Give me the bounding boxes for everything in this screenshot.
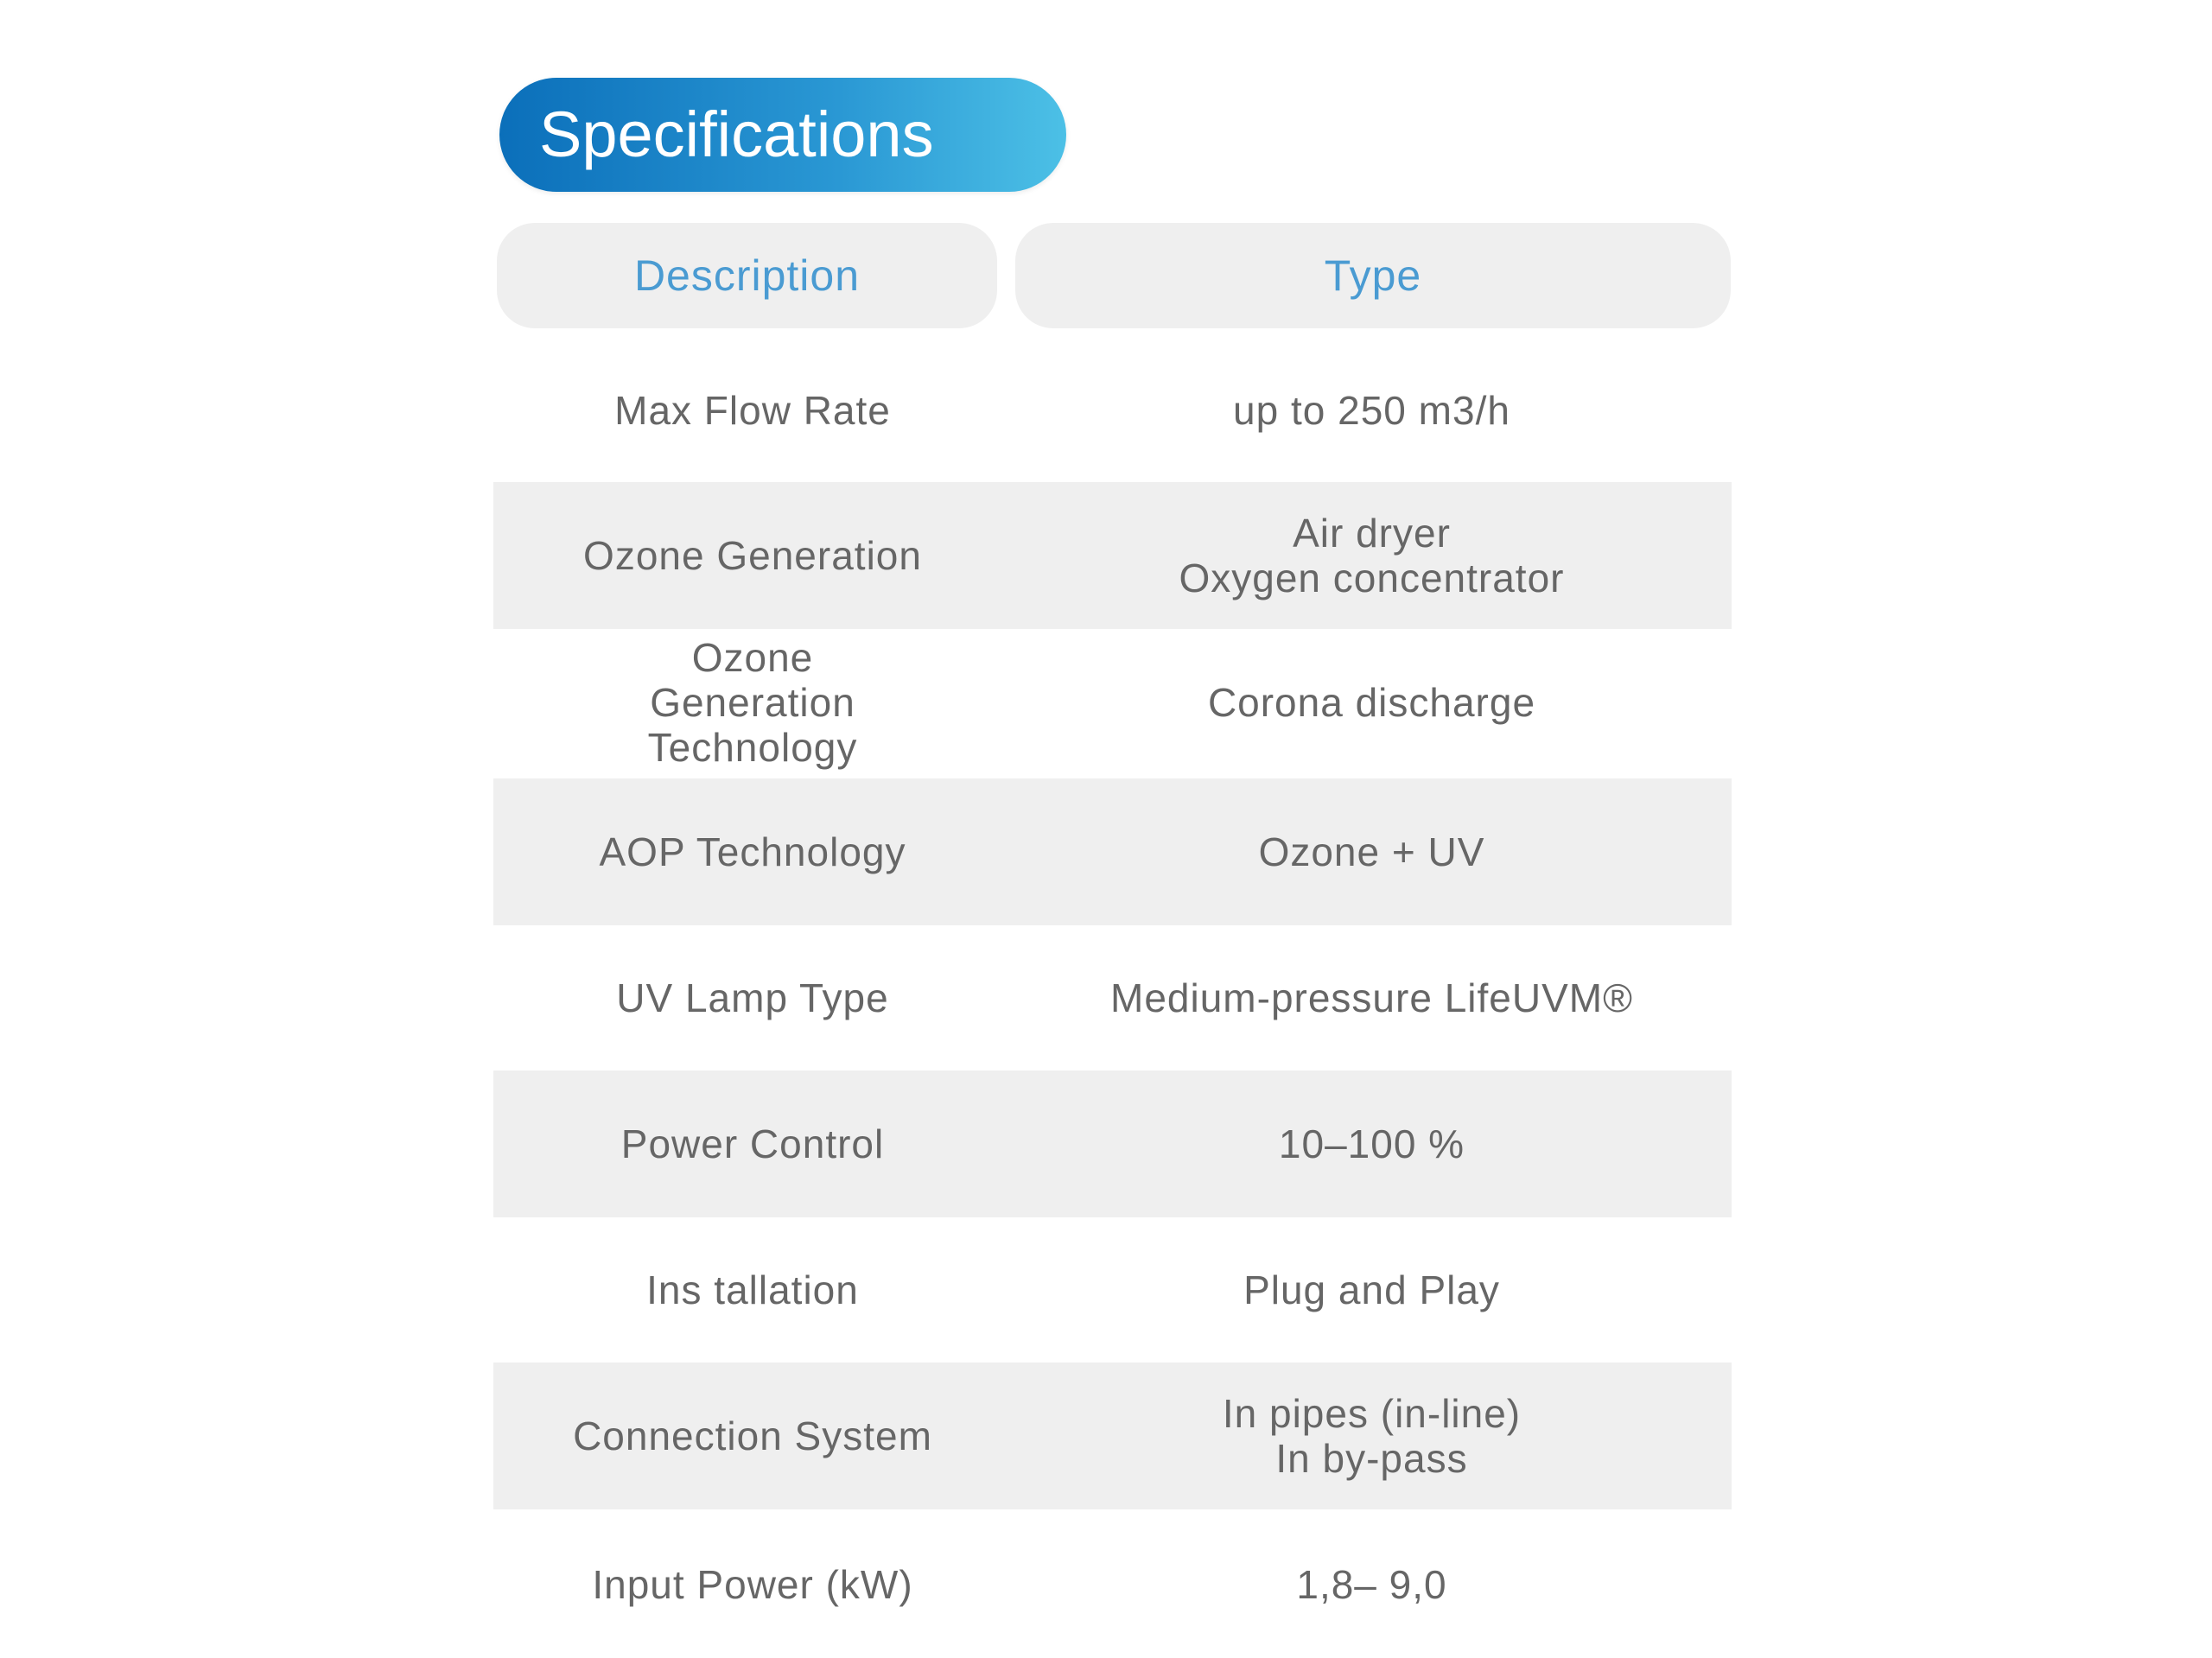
table-row: Max Flow Rate up to 250 m3/h <box>493 337 1732 484</box>
row-description: Power Control <box>620 1121 885 1166</box>
row-type: Ozone + UV <box>1258 829 1485 874</box>
row-description: Ozone Generation Technology <box>647 635 858 770</box>
row-type: Medium-pressure LifeUVM® <box>1110 975 1633 1020</box>
table-row: Power Control 10–100 % <box>493 1070 1732 1217</box>
table-row: Connection System In pipes (in-line) In b… <box>493 1363 1732 1509</box>
table-row: Ozone Generation Air dryer Oxygen concent… <box>493 482 1732 629</box>
table-row: UV Lamp Type Medium-pressure LifeUVM® <box>493 924 1732 1071</box>
table-row: Ozone Generation Technology Corona discha… <box>493 629 1732 776</box>
row-description: Ins tallation <box>646 1267 859 1312</box>
column-header-type: Type <box>1015 223 1731 328</box>
column-header-description: Description <box>497 223 997 328</box>
row-type: Air dryer Oxygen concentrator <box>1179 511 1565 600</box>
row-type: In pipes (in-line) In by-pass <box>1222 1391 1522 1481</box>
row-description: Ozone Generation <box>583 533 922 578</box>
row-description: Connection System <box>573 1413 932 1458</box>
table-row: Ins tallation Plug and Play <box>493 1217 1732 1363</box>
row-type: 1,8– 9,0 <box>1296 1562 1447 1607</box>
row-description: AOP Technology <box>599 829 906 874</box>
row-description: Input Power (kW) <box>592 1562 913 1607</box>
row-description: Max Flow Rate <box>614 388 891 433</box>
row-type: Corona discharge <box>1207 680 1536 725</box>
row-type: Plug and Play <box>1243 1267 1500 1312</box>
table-row: AOP Technology Ozone + UV <box>493 778 1732 925</box>
row-type: 10–100 % <box>1278 1121 1465 1166</box>
row-description: UV Lamp Type <box>616 975 889 1020</box>
row-type: up to 250 m3/h <box>1233 388 1510 433</box>
specifications-title: Specifications <box>499 78 1066 192</box>
table-row: Input Power (kW) 1,8– 9,0 <box>493 1511 1732 1658</box>
